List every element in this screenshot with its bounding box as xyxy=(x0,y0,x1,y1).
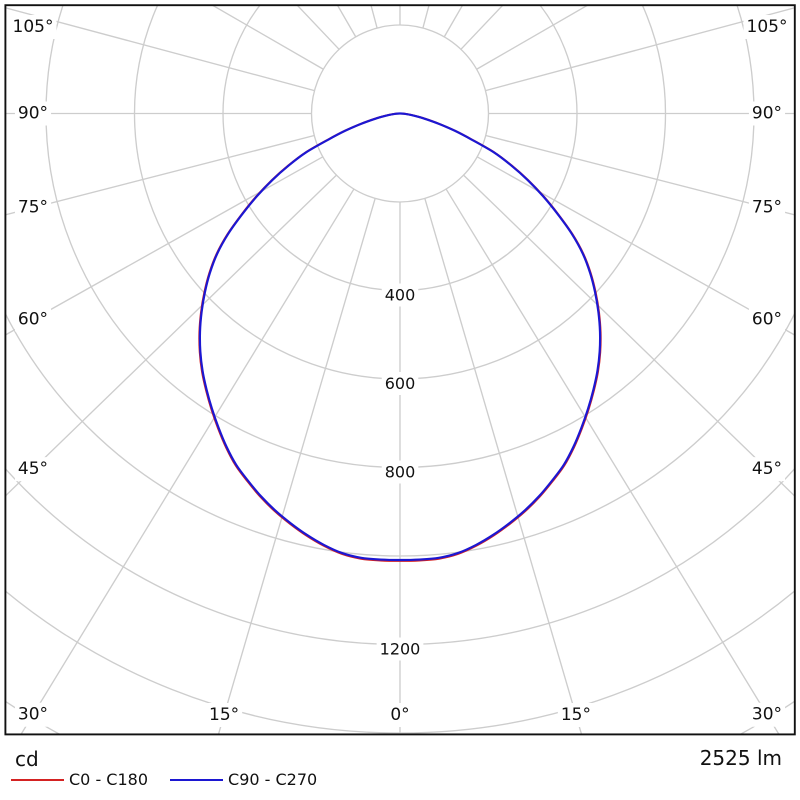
legend-label-c0-c180: C0 - C180 xyxy=(69,770,149,789)
angle-label: 105° xyxy=(13,17,54,37)
angle-label: 60° xyxy=(752,309,782,329)
flux-label: 2525 lm xyxy=(699,746,782,770)
angle-label: 105° xyxy=(747,17,788,37)
unit-label: cd xyxy=(15,747,39,771)
angle-label: 30° xyxy=(752,705,782,725)
legend-item-c90-c270: C90 - C270 xyxy=(170,770,317,789)
ring-value-label: 800 xyxy=(385,463,416,482)
legend-label-c90-c270: C90 - C270 xyxy=(228,770,318,789)
curve-c90-c270 xyxy=(198,112,602,562)
angle-label: 0° xyxy=(390,705,409,725)
ring-value-label: 400 xyxy=(385,286,416,305)
angle-label: 60° xyxy=(18,309,48,329)
angle-label: 45° xyxy=(18,459,48,479)
legend-item-c0-c180: C0 - C180 xyxy=(11,770,148,789)
grid-labels: 0° 15° 15° 30° 30° 45° 45° 60° 60° 75° 75° 90° 90° 10… xyxy=(9,15,791,727)
angle-label: 75° xyxy=(18,198,48,218)
angle-label: 75° xyxy=(752,198,782,218)
ring-value-label: 1200 xyxy=(380,640,421,659)
legend-line-blue-icon xyxy=(170,778,224,781)
intensity-curves xyxy=(198,112,602,562)
plot-frame xyxy=(4,4,796,736)
legend-line-red-icon xyxy=(11,778,64,781)
angle-label: 15° xyxy=(561,705,591,725)
legend: C0 - C180 C90 - C270 xyxy=(11,770,317,789)
angle-label: 30° xyxy=(18,705,48,725)
angle-label: 15° xyxy=(209,705,239,725)
ring-value-label: 600 xyxy=(385,374,416,393)
angle-label: 90° xyxy=(752,104,782,124)
angle-label: 45° xyxy=(752,459,782,479)
angle-label: 90° xyxy=(18,104,48,124)
